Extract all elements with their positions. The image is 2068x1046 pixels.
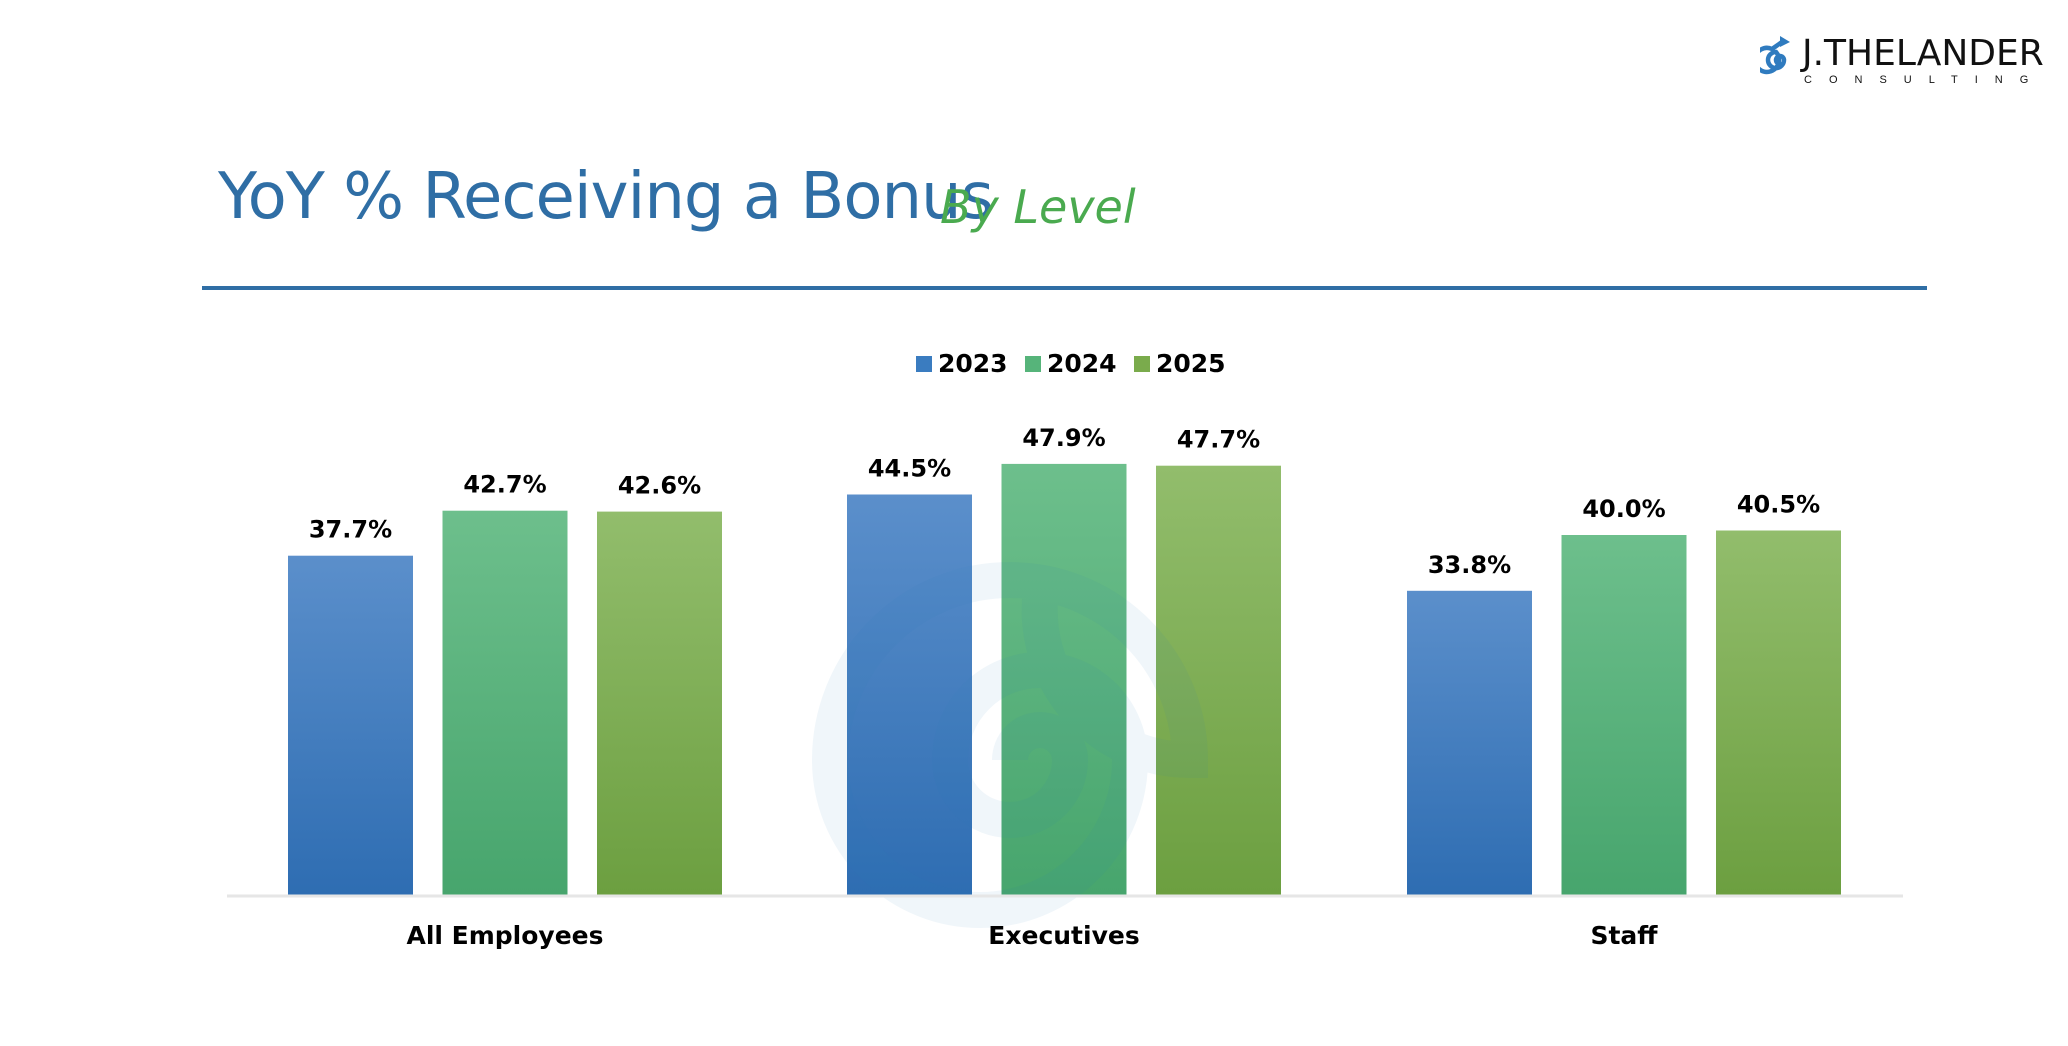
bar-2023-staff	[1407, 590, 1532, 895]
data-label: 47.9%	[1022, 424, 1105, 452]
data-label: 37.7%	[309, 516, 392, 544]
data-label: 42.6%	[618, 472, 701, 500]
legend-swatch-2023	[916, 356, 932, 372]
data-label: 42.7%	[463, 471, 546, 499]
legend-label: 2023	[938, 349, 1008, 378]
legend: 2023 2024 2025	[916, 349, 1226, 378]
logo-tagline: CONSULTING	[1804, 74, 2046, 86]
data-label: 33.8%	[1428, 551, 1511, 579]
legend-swatch-2024	[1025, 356, 1041, 372]
category-label: Executives	[988, 921, 1139, 950]
title-divider	[202, 286, 1927, 290]
bar-2025-staff	[1716, 530, 1841, 895]
data-label: 44.5%	[868, 455, 951, 483]
slide-title: YoY % Receiving a Bonus	[218, 160, 994, 234]
bar-2024-executives	[1001, 463, 1127, 895]
data-label: 47.7%	[1177, 426, 1260, 454]
spiral-arrow-icon	[1760, 36, 1790, 75]
bar-2023-all-employees	[288, 555, 413, 895]
category-label: Staff	[1590, 921, 1658, 950]
company-logo: J.THELANDER CONSULTING	[1760, 34, 2044, 88]
bar-2023-executives	[847, 494, 972, 895]
logo-name: J.THELANDER	[1802, 33, 2044, 74]
legend-swatch-2025	[1134, 356, 1150, 372]
legend-label: 2024	[1047, 349, 1117, 378]
bar-2024-all-employees	[442, 510, 568, 895]
bar-2024-staff	[1561, 535, 1687, 895]
data-label: 40.0%	[1582, 495, 1665, 523]
data-label: 40.5%	[1737, 491, 1820, 519]
bar-2025-executives	[1156, 465, 1281, 895]
slide-subtitle: By Level	[940, 180, 1136, 234]
category-label: All Employees	[406, 921, 603, 950]
legend-label: 2025	[1156, 349, 1226, 378]
bar-2025-all-employees	[597, 511, 722, 895]
